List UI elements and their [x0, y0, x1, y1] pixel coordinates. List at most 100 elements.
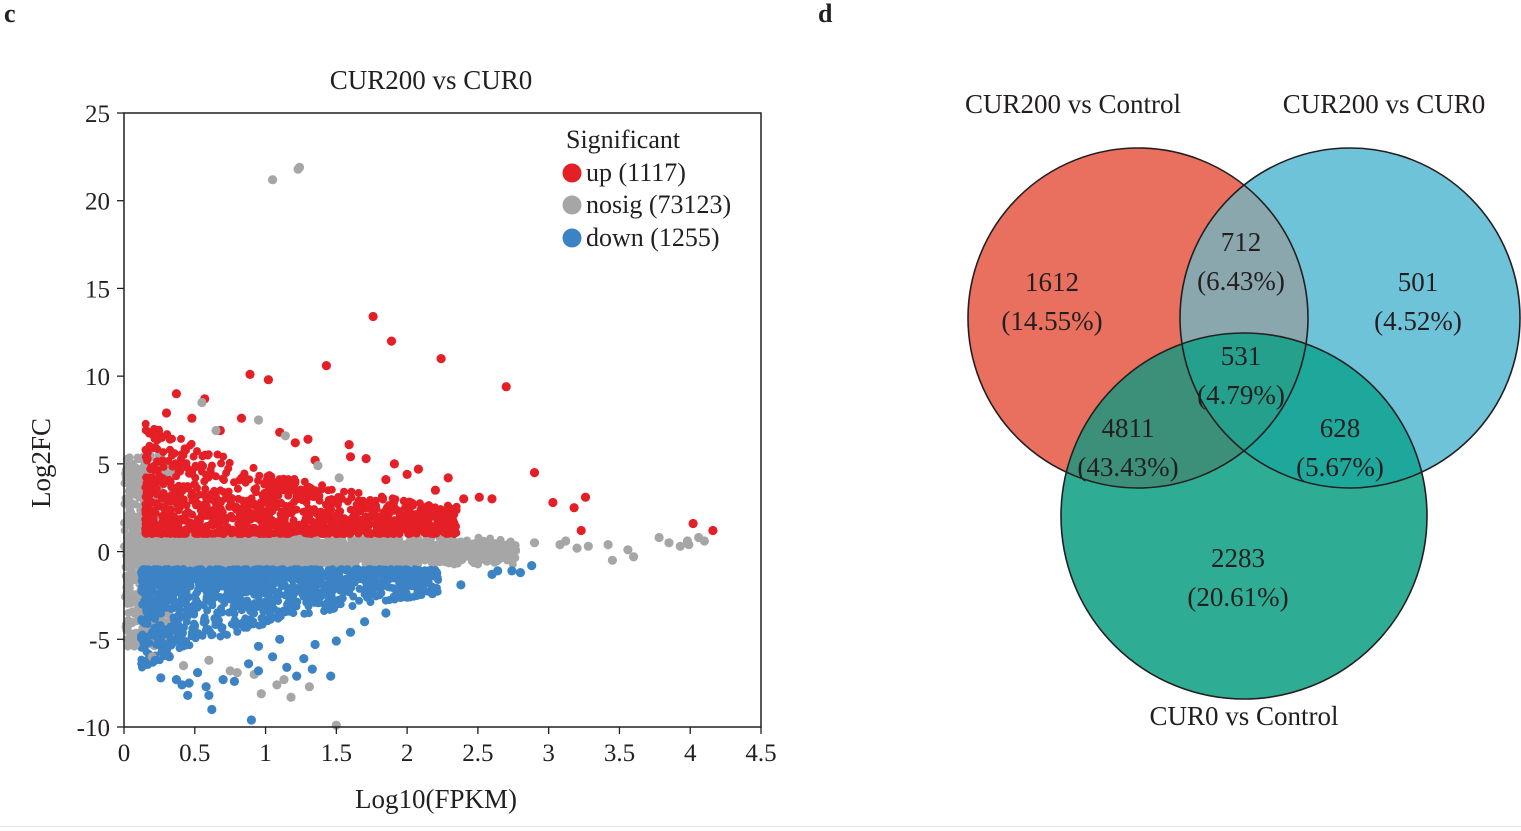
up-point: [402, 498, 411, 507]
nosig-point: [145, 550, 154, 559]
up-point: [222, 469, 231, 478]
down-point: [399, 569, 408, 578]
down-point: [355, 596, 364, 605]
nosig-point: [409, 553, 418, 562]
up-point: [358, 496, 367, 505]
nosig-point: [342, 551, 351, 560]
up-point: [149, 428, 157, 437]
up-point: [174, 506, 183, 515]
down-point: [192, 596, 201, 605]
down-point: [143, 620, 152, 628]
down-point: [139, 576, 148, 585]
nosig-point: [138, 463, 147, 472]
up-point: [141, 500, 150, 509]
down-point: [266, 610, 275, 619]
nosig-point: [436, 544, 445, 553]
up-point: [177, 434, 185, 443]
up-point: [289, 516, 298, 525]
down-point: [220, 630, 229, 639]
nosig-point: [266, 551, 275, 559]
up-point: [260, 525, 268, 534]
up-point: [338, 494, 346, 503]
scatter-title: CUR200 vs CUR0: [330, 65, 533, 95]
up-point: [372, 512, 381, 521]
up-point: [158, 456, 167, 465]
up-point: [363, 529, 372, 538]
down-point: [137, 615, 146, 624]
down-point: [285, 607, 294, 616]
down-point: [314, 599, 323, 608]
up-point: [164, 511, 172, 520]
nosig-point: [307, 537, 316, 546]
up-point: [240, 471, 249, 480]
nosig-point: [335, 546, 344, 555]
up-point: [178, 487, 187, 495]
up-point: [194, 499, 202, 508]
up-point: [207, 461, 216, 470]
up-point: [227, 513, 236, 522]
down-point: [148, 603, 157, 612]
up-point: [142, 473, 151, 482]
up-point: [386, 508, 395, 517]
nosig-point: [199, 557, 208, 566]
up-point: [210, 486, 219, 495]
down-point: [413, 566, 422, 575]
down-point: [274, 588, 283, 597]
up-point: [280, 522, 289, 531]
down-point: [156, 639, 165, 648]
up-point: [161, 495, 170, 504]
down-point: [298, 590, 307, 598]
up-point: [143, 456, 152, 465]
down-point: [225, 566, 234, 575]
up-point: [164, 524, 173, 532]
nosig-point: [356, 553, 365, 562]
up-point: [174, 519, 183, 528]
up-point: [393, 522, 402, 531]
up-point: [372, 505, 381, 514]
nosig-point: [130, 490, 139, 499]
nosig-point: [375, 545, 384, 554]
nosig-point: [375, 551, 384, 560]
up-point: [191, 473, 200, 482]
up-point: [175, 460, 184, 469]
nosig-point: [126, 593, 135, 602]
nosig-point: [200, 543, 209, 552]
nosig-point: [316, 547, 324, 556]
up-point: [203, 522, 211, 530]
nosig-point: [166, 547, 175, 556]
nosig-point: [258, 551, 267, 560]
down-point: [386, 583, 395, 592]
down-point: [187, 632, 196, 640]
up-point: [141, 507, 150, 516]
up-point: [351, 512, 360, 521]
up-point: [201, 485, 210, 493]
down-point: [138, 600, 147, 609]
up-point: [176, 467, 185, 476]
down-point: [255, 621, 264, 630]
up-point: [184, 525, 193, 534]
up-point: [152, 499, 161, 508]
nosig-point: [461, 541, 470, 550]
up-point: [354, 489, 363, 497]
down-point: [360, 590, 369, 599]
up-point: [168, 449, 177, 457]
down-point: [367, 587, 376, 596]
nosig-point: [155, 544, 164, 553]
down-point: [162, 630, 171, 639]
up-point: [308, 506, 317, 515]
up-point: [220, 476, 228, 485]
down-point: [414, 574, 423, 583]
up-point: [412, 521, 421, 530]
nosig-point: [419, 540, 427, 549]
nosig-point: [125, 453, 134, 462]
up-point: [149, 513, 158, 522]
down-point: [249, 620, 257, 629]
up-point: [223, 523, 232, 532]
down-point: [361, 577, 370, 586]
up-point: [311, 528, 320, 536]
up-point: [281, 513, 290, 522]
up-point: [182, 510, 191, 519]
up-point: [302, 525, 311, 534]
nosig-point: [430, 545, 439, 554]
